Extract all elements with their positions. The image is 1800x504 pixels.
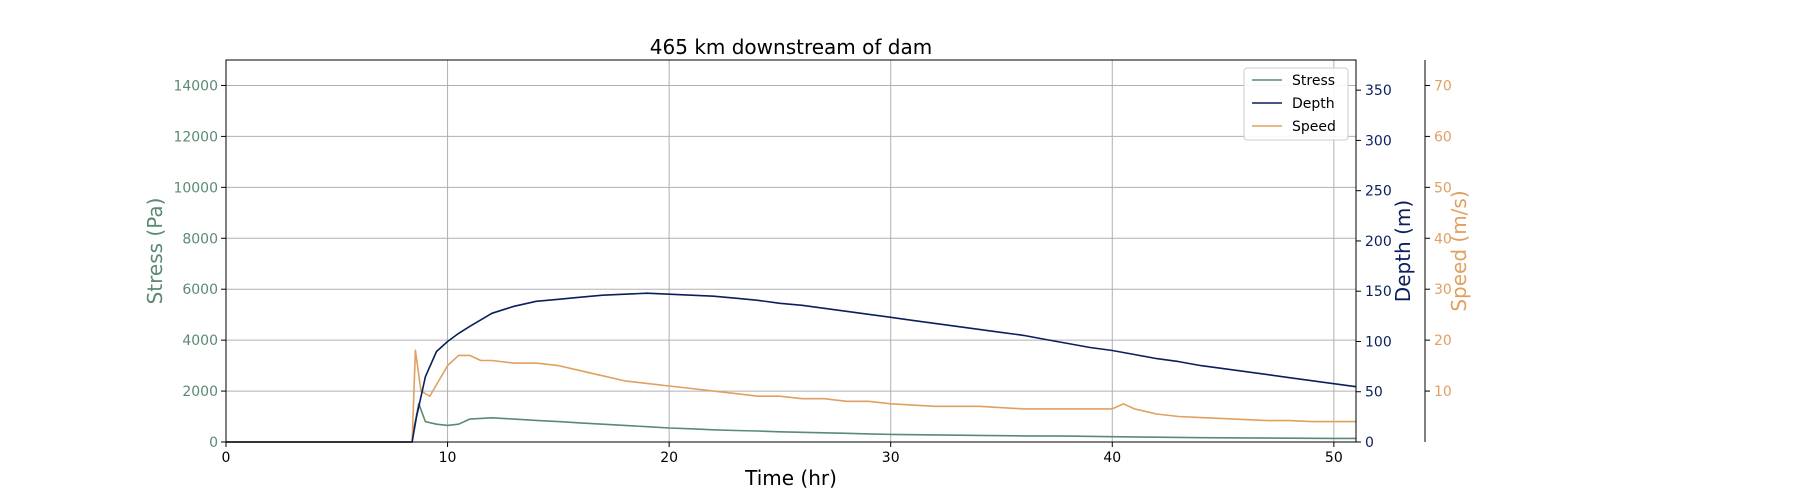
series-line-speed <box>226 349 1356 443</box>
speed-tick-label: 20 <box>1434 333 1452 349</box>
legend-frame <box>1243 67 1349 141</box>
legend-label-stress: Stress <box>1292 73 1335 89</box>
depth-tick-label: 350 <box>1365 83 1392 99</box>
legend: Stress Depth Speed <box>1243 67 1349 141</box>
depth-tick-label: 300 <box>1365 133 1392 149</box>
stress-tick-label: 12000 <box>173 129 218 145</box>
plot-area <box>226 292 1357 443</box>
stress-tick-label: 2000 <box>182 384 218 400</box>
stress-axis-title: Stress (Pa) <box>143 198 167 305</box>
x-tick-label: 0 <box>222 450 231 466</box>
x-tick-label: 30 <box>882 450 900 466</box>
stress-tick-label: 14000 <box>173 78 218 94</box>
series-line-stress <box>226 402 1356 443</box>
depth-tick-label: 200 <box>1365 234 1392 250</box>
stress-tick-label: 4000 <box>182 333 218 349</box>
depth-tick-label: 0 <box>1365 435 1374 451</box>
stress-tick-label: 6000 <box>182 282 218 298</box>
plot-frame <box>225 59 1357 443</box>
speed-tick-label: 30 <box>1434 282 1452 298</box>
series-line-depth <box>226 292 1357 443</box>
legend-label-speed: Speed <box>1292 119 1336 135</box>
chart-title: 465 km downstream of dam <box>650 35 932 59</box>
stress-tick-label: 10000 <box>173 180 218 196</box>
speed-tick-label: 50 <box>1434 180 1452 196</box>
speed-axis-title: Speed (m/s) <box>1447 190 1471 311</box>
stress-tick-label: 0 <box>209 435 218 451</box>
legend-label-depth: Depth <box>1292 96 1335 112</box>
speed-tick-label: 10 <box>1434 384 1452 400</box>
depth-axis-title: Depth (m) <box>1391 200 1415 302</box>
x-tick-label: 20 <box>660 450 678 466</box>
x-tick-label: 40 <box>1103 450 1121 466</box>
stress-tick-label: 8000 <box>182 231 218 247</box>
depth-tick-label: 150 <box>1365 284 1392 300</box>
speed-tick-label: 60 <box>1434 129 1452 145</box>
depth-tick-label: 50 <box>1365 385 1383 401</box>
axes: 0 10 20 30 40 5002000400060008000100001200014… <box>173 60 1452 466</box>
x-tick-label: 10 <box>439 450 457 466</box>
x-axis-title: Time (hr) <box>744 466 837 490</box>
depth-tick-label: 250 <box>1365 184 1392 200</box>
depth-tick-label: 100 <box>1365 334 1392 350</box>
x-tick-label: 50 <box>1325 450 1343 466</box>
speed-tick-label: 70 <box>1434 78 1452 94</box>
speed-tick-label: 40 <box>1434 231 1452 247</box>
